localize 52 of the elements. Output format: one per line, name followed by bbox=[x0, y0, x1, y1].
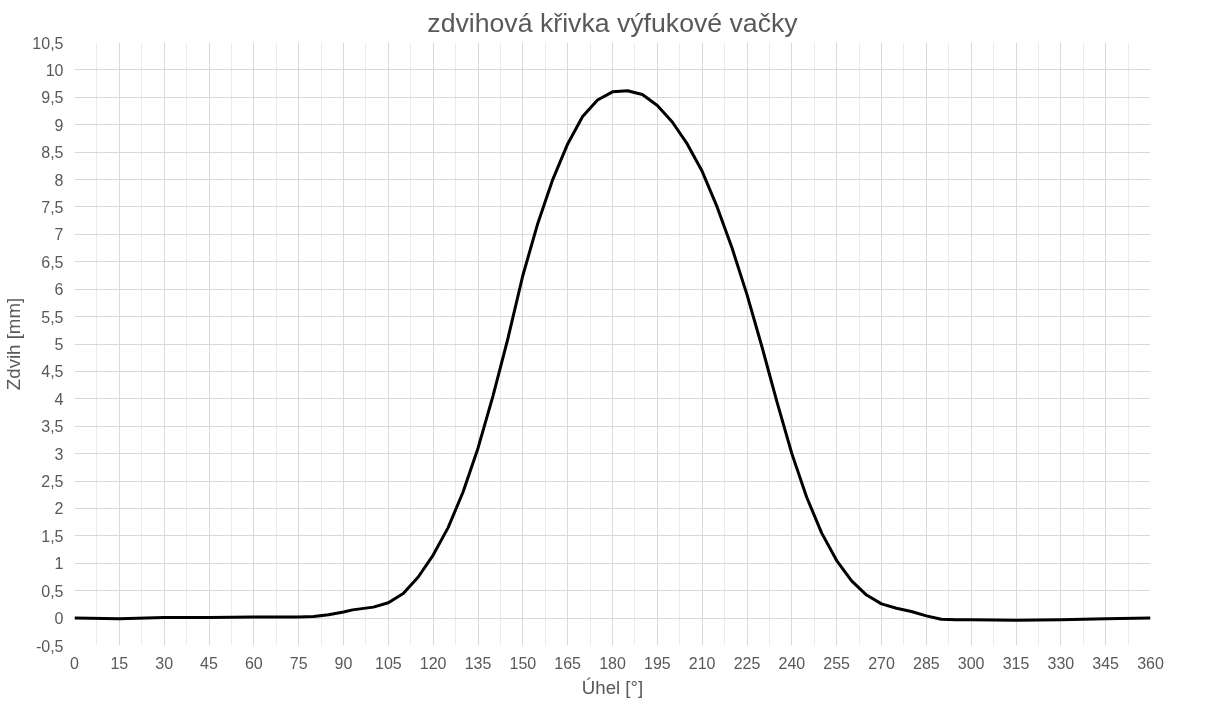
y-tick-label: 9,5 bbox=[41, 89, 64, 107]
y-tick-label: 2,5 bbox=[41, 473, 64, 491]
x-tick-label: 30 bbox=[155, 654, 174, 672]
x-tick-label: 75 bbox=[289, 654, 308, 672]
x-tick-label: 300 bbox=[957, 654, 985, 672]
y-tick-label: 4,5 bbox=[41, 363, 64, 381]
y-tick-label: 5 bbox=[54, 336, 64, 353]
y-tick-label: 8 bbox=[54, 171, 64, 189]
x-tick-label: 150 bbox=[509, 654, 537, 672]
x-tick-label: 105 bbox=[374, 654, 402, 672]
x-axis-title: Úhel [°] bbox=[581, 676, 644, 698]
y-tick-label: 1,5 bbox=[41, 527, 64, 545]
y-axis-title: Zdvih [mm] bbox=[3, 297, 25, 391]
x-tick-label: 240 bbox=[778, 654, 806, 672]
y-tick-label: 0,5 bbox=[41, 582, 64, 600]
chart-title: zdvihová křivka výfukové vačky bbox=[427, 7, 799, 38]
x-tick-label: 360 bbox=[1137, 654, 1164, 672]
y-tick-label: 3 bbox=[54, 445, 64, 463]
x-tick-label: 315 bbox=[1002, 654, 1030, 672]
x-tick-label: 195 bbox=[643, 654, 671, 672]
y-tick-label: 10 bbox=[45, 61, 64, 79]
x-tick-label: 270 bbox=[868, 654, 895, 672]
y-tick-label: 0 bbox=[54, 610, 64, 628]
y-tick-label: -0,5 bbox=[35, 637, 64, 655]
x-tick-label: 225 bbox=[733, 654, 761, 672]
x-tick-label: 0 bbox=[70, 654, 80, 672]
x-tick-label: 330 bbox=[1047, 654, 1075, 672]
x-tick-label: 255 bbox=[823, 654, 851, 672]
y-tick-label: 8,5 bbox=[41, 144, 64, 162]
y-tick-label: 3,5 bbox=[41, 418, 64, 436]
x-tick-label: 180 bbox=[599, 654, 626, 672]
x-tick-label: 285 bbox=[912, 654, 940, 672]
y-tick-label: 7 bbox=[54, 226, 64, 244]
x-tick-label: 45 bbox=[200, 654, 218, 672]
y-tick-label: 7,5 bbox=[41, 198, 64, 216]
x-tick-label: 165 bbox=[554, 654, 582, 672]
x-tick-label: 135 bbox=[464, 654, 492, 672]
y-tick-label: 1 bbox=[54, 555, 64, 573]
y-tick-label: 6,5 bbox=[41, 253, 64, 271]
y-tick-label: 9 bbox=[54, 116, 64, 134]
y-tick-label: 4 bbox=[54, 390, 64, 408]
y-tick-label: 6 bbox=[54, 281, 64, 299]
y-tick-label: 10,5 bbox=[32, 34, 64, 52]
x-tick-label: 90 bbox=[334, 654, 353, 672]
y-tick-label: 2 bbox=[54, 500, 64, 518]
y-tick-label: 5,5 bbox=[41, 308, 64, 326]
line-series bbox=[74, 89, 1151, 622]
x-tick-label: 120 bbox=[419, 654, 447, 672]
x-tick-label: 60 bbox=[244, 654, 263, 672]
x-tick-label: 345 bbox=[1092, 654, 1120, 672]
x-tick-label: 210 bbox=[688, 654, 716, 672]
x-tick-label: 15 bbox=[110, 654, 129, 672]
